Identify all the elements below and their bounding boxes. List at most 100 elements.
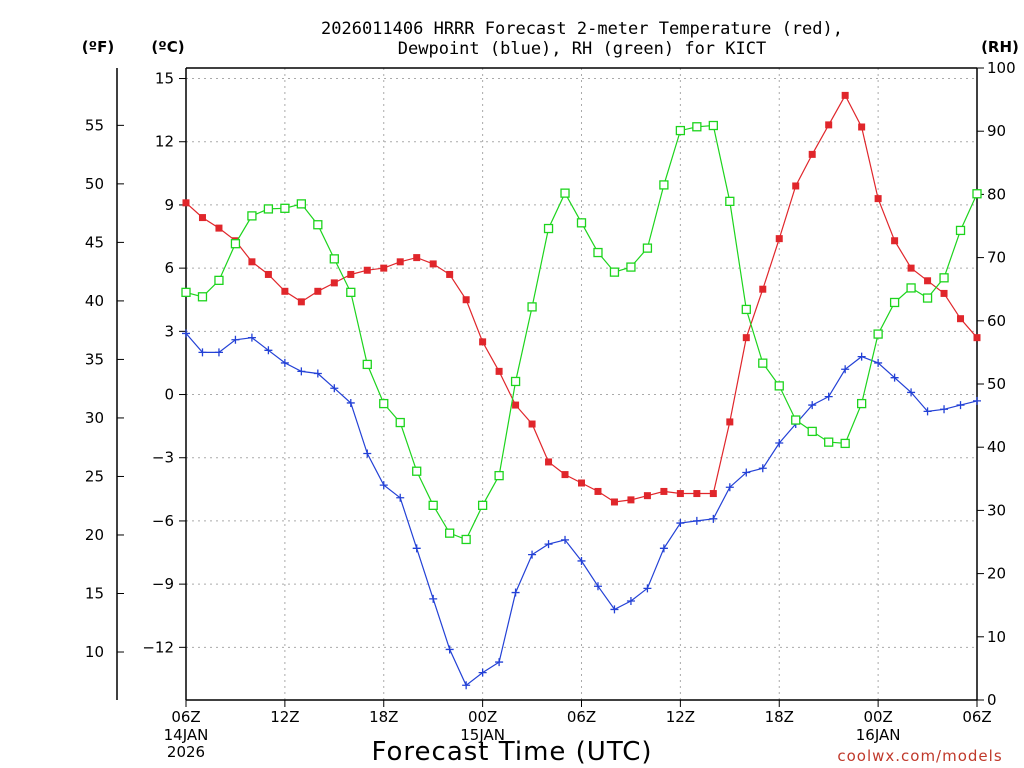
x-tick-label-5: 12Z — [666, 708, 695, 726]
chart-title-line-2: Dewpoint (blue), RH (green) for KICT — [398, 39, 766, 59]
celsius-tick-label-5: 0 — [164, 386, 174, 404]
rh-point-28 — [642, 243, 653, 253]
2-meter-temperature-point-48 — [973, 334, 981, 342]
rh-point-47 — [955, 225, 966, 236]
rh-point-24 — [576, 218, 587, 228]
2-meter-temperature-point-7 — [297, 298, 305, 306]
dewpoint-point-36 — [775, 438, 784, 447]
rh-tick-label-0: 100 — [987, 59, 1016, 77]
2-meter-temperature-point-38 — [808, 150, 816, 158]
x-tick-label-4: 06Z — [567, 708, 596, 726]
dewpoint-point-40 — [841, 365, 850, 374]
chart-title: 2026011406 HRRR Forecast 2-meter Tempera… — [321, 19, 843, 59]
celsius-tick-label-1: 12 — [155, 133, 174, 151]
dewpoint-point-28 — [643, 584, 652, 593]
rh-point-26 — [609, 267, 620, 277]
2-meter-temperature-point-42 — [874, 195, 882, 203]
dewpoint-point-33 — [725, 483, 734, 492]
rh-point-43 — [889, 297, 900, 308]
fahrenheit-tick-label-7: 20 — [85, 526, 104, 544]
dewpoint-point-19 — [495, 658, 504, 667]
rh-point-36 — [774, 381, 784, 391]
rh-point-13 — [395, 417, 405, 428]
2-meter-temperature-point-36 — [775, 235, 783, 243]
2-meter-temperature-point-46 — [940, 289, 948, 297]
2-meter-temperature-point-10 — [347, 270, 355, 278]
2-meter-temperature-point-4 — [248, 258, 256, 266]
rh-point-15 — [428, 500, 438, 510]
rh-point-11 — [362, 359, 372, 370]
fahrenheit-tick-label-3: 40 — [85, 292, 104, 310]
fahrenheit-tick-label-0: 55 — [85, 116, 104, 134]
rh-point-37 — [791, 415, 801, 425]
dewpoint-point-5 — [264, 346, 273, 355]
rh-point-1 — [197, 292, 208, 302]
dewpoint-point-15 — [429, 594, 438, 603]
rh-point-46 — [939, 273, 949, 283]
dewpoint-point-34 — [742, 468, 751, 477]
rh-point-17 — [461, 534, 471, 545]
rh-tick-label-7: 30 — [987, 501, 1006, 519]
dewpoint-series — [182, 329, 981, 690]
dewpoint-point-21 — [528, 550, 537, 559]
x-tick-label-0: 06Z — [171, 708, 200, 726]
date-label-2: 15JAN — [460, 726, 505, 744]
2-meter-temperature-point-32 — [709, 490, 717, 498]
2-meter-temperature-point-45 — [924, 277, 932, 285]
celsius-tick-label-7: −6 — [152, 512, 174, 530]
x-tick-label-2: 18Z — [369, 708, 398, 726]
x-tick-label-8: 06Z — [962, 708, 991, 726]
rh-point-18 — [477, 500, 488, 510]
plot-axes: 15129630−3−6−9−1255504540353025201510100… — [85, 59, 1016, 761]
rh-point-35 — [758, 358, 768, 368]
rh-point-38 — [807, 426, 817, 437]
dewpoint-point-35 — [758, 464, 767, 473]
x-tick-label-3: 00Z — [468, 708, 497, 726]
rh-tick-label-10: 0 — [987, 691, 997, 709]
fahrenheit-tick-label-5: 30 — [85, 409, 104, 427]
rh-tick-label-1: 90 — [987, 122, 1006, 140]
2-meter-temperature-point-31 — [693, 490, 701, 498]
2-meter-temperature-point-5 — [264, 270, 272, 278]
dewpoint-point-32 — [709, 514, 718, 523]
2-meter-temperature-point-44 — [907, 264, 915, 272]
rh-point-30 — [675, 125, 686, 136]
rh-point-40 — [840, 438, 850, 449]
dewpoint-point-47 — [956, 401, 965, 410]
celsius-tick-label-8: −9 — [152, 575, 174, 593]
2-meter-temperature-point-29 — [660, 487, 668, 495]
rh-point-0 — [181, 287, 191, 298]
dewpoint-point-9 — [330, 384, 339, 393]
rh-point-4 — [247, 211, 257, 221]
x-tick-label-1: 12Z — [270, 708, 299, 726]
rh-tick-label-4: 60 — [987, 312, 1006, 330]
dewpoint-point-45 — [923, 407, 932, 416]
dewpoint-point-6 — [280, 358, 289, 367]
dewpoint-point-8 — [313, 369, 322, 378]
rh-point-42 — [873, 329, 883, 339]
celsius-tick-label-2: 9 — [164, 196, 174, 214]
rh-point-41 — [856, 398, 867, 409]
dewpoint-point-13 — [396, 493, 405, 502]
rh-point-19 — [494, 470, 504, 481]
dewpoint-point-16 — [445, 645, 454, 654]
2-meter-temperature-point-11 — [363, 266, 371, 274]
dewpoint-point-20 — [511, 588, 520, 597]
2-meter-temperature-point-19 — [495, 367, 503, 375]
rh-point-32 — [708, 120, 718, 131]
rh-tick-label-5: 50 — [987, 375, 1006, 393]
dewpoint-point-11 — [363, 449, 372, 458]
2-meter-temperature-point-26 — [610, 498, 618, 506]
rh-point-8 — [313, 220, 323, 230]
2-meter-temperature-point-15 — [429, 260, 437, 268]
x-tick-label-7: 00Z — [863, 708, 892, 726]
rh-point-29 — [659, 180, 669, 190]
dewpoint-point-38 — [808, 401, 817, 410]
rh-point-27 — [626, 262, 636, 272]
dewpoint-point-18 — [478, 668, 487, 677]
date-label-0: 14JAN — [164, 726, 209, 744]
rh-tick-label-2: 80 — [987, 185, 1006, 203]
2-meter-temperature-point-40 — [841, 91, 849, 99]
dewpoint-point-31 — [692, 516, 701, 525]
dewpoint-point-48 — [973, 396, 981, 405]
